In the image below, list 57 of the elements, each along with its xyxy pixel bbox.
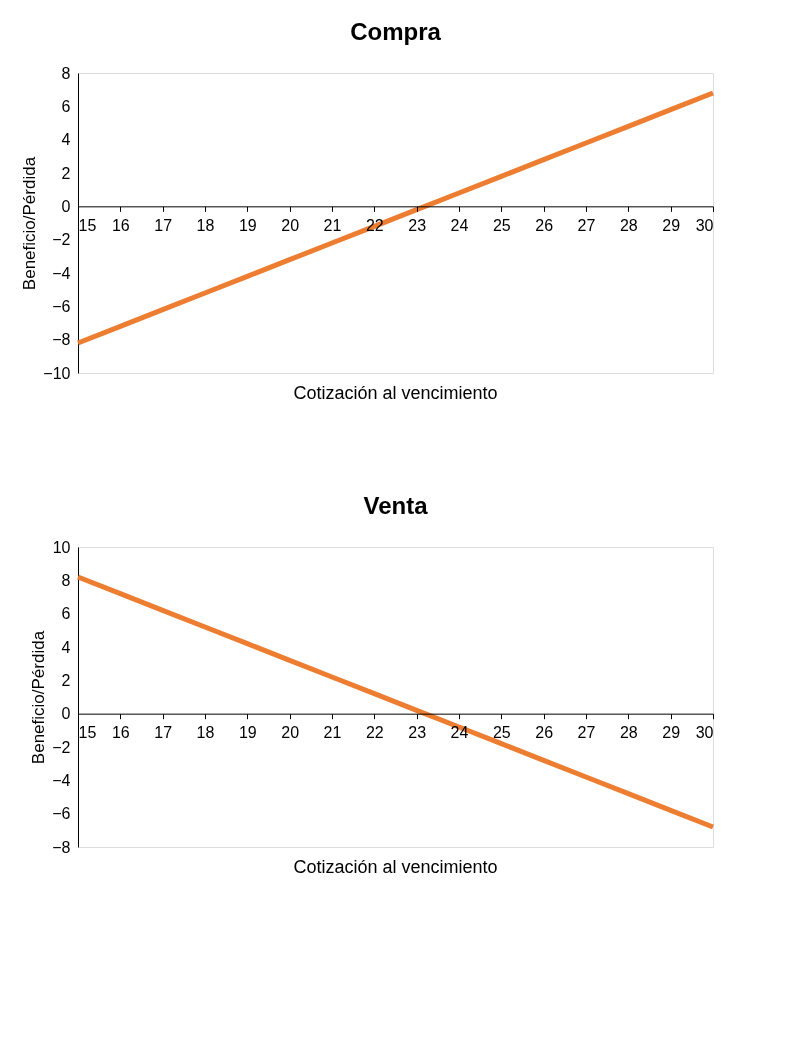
y-tick-label: 4 — [61, 638, 71, 656]
x-axis-title: Cotización al vencimiento — [293, 857, 498, 877]
x-tick-label: 26 — [535, 724, 554, 742]
x-tick-label: 21 — [323, 216, 342, 234]
x-tick-label: 19 — [238, 216, 257, 234]
x-tick-label: 25 — [492, 216, 511, 234]
y-tick-label: −8 — [52, 838, 71, 856]
y-axis-title: Beneficio/Pérdida — [20, 156, 40, 291]
x-tick-label: 23 — [408, 724, 427, 742]
x-tick-label: 19 — [238, 724, 257, 742]
x-tick-label: 28 — [619, 216, 638, 234]
y-tick-label: 0 — [61, 197, 71, 215]
y-tick-label: 2 — [61, 671, 71, 689]
x-tick-label: 30 — [695, 216, 714, 234]
y-tick-label: −10 — [43, 364, 71, 382]
x-tick-label: 18 — [196, 724, 215, 742]
x-tick-label: 22 — [365, 724, 384, 742]
x-tick-label: 15 — [78, 216, 97, 234]
x-tick-label: 29 — [662, 724, 681, 742]
x-tick-label: 26 — [535, 216, 554, 234]
y-tick-label: −6 — [52, 297, 71, 315]
y-tick-label: 0 — [61, 705, 71, 723]
x-tick-label: 30 — [695, 724, 714, 742]
x-tick-label: 17 — [154, 216, 173, 234]
y-tick-label: 6 — [61, 605, 71, 623]
y-tick-label: 8 — [61, 571, 71, 589]
x-tick-label: 25 — [492, 724, 511, 742]
x-tick-label: 29 — [662, 216, 681, 234]
x-tick-label: 18 — [196, 216, 215, 234]
x-tick-label: 28 — [619, 724, 638, 742]
y-tick-label: −8 — [52, 331, 71, 349]
x-tick-label: 20 — [281, 216, 300, 234]
y-tick-label: −4 — [52, 771, 71, 789]
y-tick-label: 4 — [61, 131, 71, 149]
x-tick-label: 16 — [111, 724, 130, 742]
y-tick-label: 6 — [61, 97, 71, 115]
x-tick-label: 16 — [111, 216, 130, 234]
y-tick-label: 2 — [61, 164, 71, 182]
x-tick-label: 21 — [323, 724, 342, 742]
chart-title: Compra — [350, 18, 442, 45]
y-tick-label: 8 — [61, 64, 71, 82]
x-tick-label: 17 — [154, 724, 173, 742]
x-tick-label: 24 — [450, 724, 469, 742]
y-tick-label: −2 — [52, 231, 71, 249]
x-tick-label: 15 — [78, 724, 97, 742]
x-tick-label: 27 — [577, 724, 596, 742]
x-tick-label: 27 — [577, 216, 596, 234]
y-tick-label: −4 — [52, 264, 71, 282]
x-axis-title: Cotización al vencimiento — [293, 383, 498, 403]
y-tick-label: −2 — [52, 738, 71, 756]
chart-title: Venta — [363, 492, 429, 519]
y-axis-title: Beneficio/Pérdida — [29, 630, 49, 765]
y-tick-label: 10 — [52, 538, 71, 556]
x-tick-label: 23 — [408, 216, 427, 234]
x-tick-label: 24 — [450, 216, 469, 234]
x-tick-label: 20 — [281, 724, 300, 742]
y-tick-label: −6 — [52, 805, 71, 823]
